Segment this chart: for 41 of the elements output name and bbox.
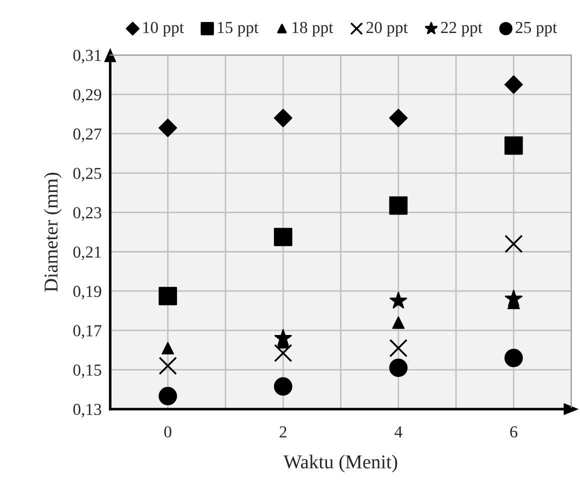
- point: [158, 286, 178, 306]
- y-tick-label: 0,27: [73, 128, 102, 142]
- y-tick-label: 0,25: [73, 168, 102, 182]
- y-tick-label: 0,31: [73, 50, 101, 64]
- point: [392, 316, 405, 329]
- point: [390, 292, 408, 308]
- y-axis-title: Diameter (mm): [44, 172, 62, 292]
- legend-label: 10 ppt: [143, 22, 184, 37]
- y-tick-label: 0,23: [73, 207, 102, 221]
- point: [158, 118, 178, 138]
- point: [158, 356, 177, 375]
- y-tick-label: 0,13: [73, 404, 102, 418]
- legend-label: 15 ppt: [218, 22, 259, 37]
- point: [504, 348, 523, 368]
- legend-label: 18 ppt: [292, 22, 334, 37]
- y-tick-label: 0,15: [73, 364, 102, 378]
- x-axis-title: Waktu (Menit): [284, 454, 398, 472]
- legend-label: 20 ppt: [366, 22, 408, 37]
- point: [389, 339, 408, 358]
- x-tick-label: 4: [394, 426, 402, 438]
- legend-label: 25 ppt: [516, 22, 558, 37]
- point: [389, 196, 408, 215]
- point: [389, 358, 408, 377]
- y-tick-label: 0,29: [73, 89, 102, 103]
- point: [162, 342, 174, 354]
- point: [389, 108, 408, 128]
- point: [274, 377, 292, 396]
- point: [274, 344, 292, 362]
- point: [274, 108, 292, 128]
- y-tick-label: 0,19: [73, 286, 102, 300]
- y-tick-label: 0,21: [73, 246, 101, 260]
- x-tick-label: 6: [510, 426, 518, 438]
- point: [274, 228, 292, 246]
- y-tick-label: 0,17: [73, 325, 102, 339]
- x-tick-label: 0: [164, 426, 172, 438]
- point: [158, 386, 178, 406]
- legend-label: 22 ppt: [441, 22, 482, 37]
- point: [504, 75, 523, 94]
- x-tick-label: 2: [280, 426, 286, 438]
- point: [504, 234, 523, 254]
- point: [504, 136, 523, 155]
